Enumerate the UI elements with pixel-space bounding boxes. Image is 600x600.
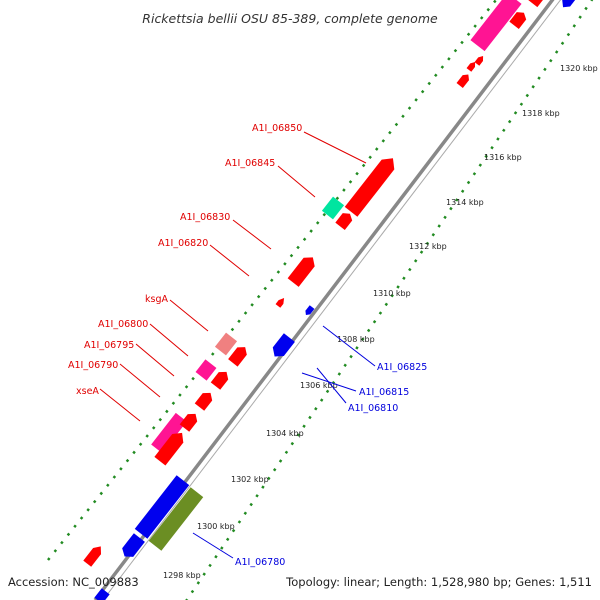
accession-label: Accession: NC_009883 [8,575,139,589]
gene-feature[interactable] [474,54,486,66]
scale-label: 1314 kbp [446,198,484,207]
gene-feature[interactable] [154,429,187,466]
gene-feature[interactable] [466,60,478,72]
label-leader [169,299,209,332]
gene-feature[interactable] [83,543,104,567]
scale-label: 1302 kbp [231,475,269,484]
label-leader [99,388,141,422]
guide-line-right [185,0,594,600]
gene-label[interactable]: A1I_06790 [68,360,118,371]
gene-feature[interactable] [179,410,201,432]
gene-label[interactable]: xseA [76,386,99,397]
gene-label[interactable]: A1I_06830 [180,212,230,223]
label-leader [209,244,250,277]
label-leader [232,219,272,250]
gene-feature[interactable] [148,487,204,551]
scale-label: 1306 kbp [300,381,338,390]
scale-label: 1300 kbp [197,522,235,531]
gene-feature[interactable] [275,296,287,308]
gene-label[interactable]: A1I_06825 [377,362,427,373]
label-leader [303,131,367,164]
gene-feature[interactable] [214,332,238,356]
gene-label[interactable]: A1I_06800 [98,319,148,330]
gene-label[interactable]: A1I_06795 [84,340,134,351]
scale-label: 1308 kbp [337,335,375,344]
reverse-gene-labels: A1I_06825 A1I_06815 A1I_06810 A1I_06780 [192,325,427,568]
scale-label: 1310 kbp [373,289,411,298]
scale-label: 1316 kbp [484,153,522,162]
gene-feature[interactable] [304,305,315,317]
forward-strand-genes [83,0,552,567]
gene-feature[interactable] [119,533,145,561]
gene-feature[interactable] [194,389,216,411]
gene-feature[interactable] [344,153,399,217]
gene-feature[interactable] [195,359,217,381]
scale-label: 1320 kbp [560,64,598,73]
label-leader [119,363,161,398]
label-leader [277,165,316,198]
scale-label: 1312 kbp [409,242,447,251]
gene-label[interactable]: A1I_06815 [359,387,409,398]
gene-feature[interactable] [151,412,187,454]
gene-feature[interactable] [456,72,472,88]
guide-line-left [47,0,498,561]
gene-feature[interactable] [321,196,345,220]
backbone-line-inner [102,0,562,600]
label-leader [316,367,347,404]
gene-feature[interactable] [335,210,354,230]
scale-label: 1304 kbp [266,429,304,438]
gene-label[interactable]: ksgA [145,294,168,305]
label-leader [135,343,175,377]
gene-label[interactable]: A1I_06845 [225,158,275,169]
gene-feature[interactable] [269,333,295,361]
scale-ticks: 1298 kbp 1300 kbp 1302 kbp 1304 kbp 1306… [163,64,598,580]
genome-summary: Topology: linear; Length: 1,528,980 bp; … [285,575,592,589]
gene-feature[interactable] [228,343,250,367]
forward-gene-labels: A1I_06850 A1I_06845 A1I_06830 A1I_06820 … [68,123,367,422]
map-title: Rickettsia bellii OSU 85-389, complete g… [142,11,438,26]
gene-feature[interactable] [470,0,522,52]
gene-feature[interactable] [559,0,577,10]
gene-label[interactable]: A1I_06810 [348,403,398,414]
label-leader [192,532,234,559]
gene-label[interactable]: A1I_06850 [252,123,302,134]
scale-label: 1298 kbp [163,571,201,580]
gene-feature[interactable] [509,9,528,29]
gene-feature[interactable] [210,368,232,390]
reverse-strand-genes [94,0,577,600]
gene-feature[interactable] [287,253,319,287]
gene-feature[interactable] [94,588,110,600]
gene-label[interactable]: A1I_06780 [235,557,285,568]
label-leader [149,323,189,357]
scale-label: 1318 kbp [522,109,560,118]
gene-label[interactable]: A1I_06820 [158,238,208,249]
label-leader [322,325,376,367]
gene-feature[interactable] [527,0,552,8]
gene-feature[interactable] [134,475,190,539]
